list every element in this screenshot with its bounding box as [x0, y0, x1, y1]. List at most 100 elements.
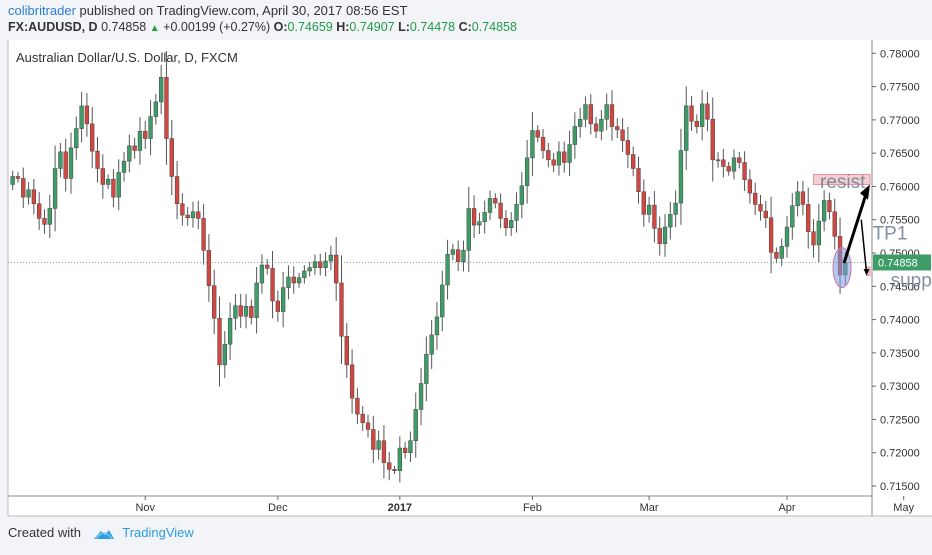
candle-body: [519, 185, 524, 205]
candle-body: [190, 211, 196, 218]
candle-body: [821, 200, 827, 222]
candle-body: [456, 249, 461, 262]
candle-body: [662, 226, 668, 244]
candle-body: [222, 343, 227, 366]
candle-body: [365, 422, 371, 430]
low-label: L:: [398, 20, 410, 34]
candle-body: [800, 191, 806, 205]
candle-body: [74, 128, 79, 149]
candle-body: [169, 138, 174, 177]
candle-body: [37, 203, 42, 219]
candle-body: [678, 150, 684, 204]
candle-body: [461, 250, 466, 262]
price-axis-background: [872, 40, 932, 516]
candle-body: [52, 168, 58, 209]
candle-body: [424, 353, 429, 384]
open-value: 0.74659: [287, 20, 333, 34]
candle-body: [105, 178, 111, 185]
high-value: 0.74907: [349, 20, 395, 34]
candle-body: [349, 364, 355, 399]
candle-body: [180, 203, 185, 216]
candle-body: [127, 145, 132, 162]
time-tick-label: Dec: [268, 502, 288, 514]
candle-body: [227, 318, 233, 345]
author-link[interactable]: colibritrader: [8, 3, 76, 18]
candle-body: [673, 202, 678, 215]
candle-body: [26, 189, 31, 198]
price-change: +0.00199 (+0.27%): [163, 20, 271, 34]
candles-group: [10, 50, 848, 483]
candle-body: [153, 101, 159, 117]
candle-body: [148, 116, 153, 139]
candle-body: [588, 104, 593, 125]
candle-body: [296, 277, 302, 284]
chart-title: Australian Dollar/U.S. Dollar, D, FXCM: [16, 50, 238, 65]
candle-body: [466, 208, 471, 251]
candle-body: [572, 126, 578, 145]
candle-body: [90, 123, 95, 152]
time-tick-label: 2017: [388, 502, 412, 514]
price-tick-label: 0.71500: [880, 481, 920, 493]
candle-body: [291, 276, 296, 284]
candle-body: [249, 306, 254, 318]
candle-body: [307, 267, 312, 272]
candle-body: [615, 126, 620, 131]
candle-body: [185, 214, 190, 218]
price-tick-label: 0.75500: [880, 215, 920, 227]
candle-body: [705, 103, 710, 120]
candle-body: [280, 287, 286, 312]
candle-body: [259, 264, 265, 284]
candle-body: [116, 172, 121, 198]
candle-body: [445, 254, 450, 286]
candle-body: [631, 154, 636, 169]
candle-body: [10, 176, 15, 185]
candle-body: [408, 440, 413, 453]
candle-body: [270, 268, 275, 302]
up-arrow-head: [860, 184, 870, 200]
candle-body: [387, 462, 392, 470]
candle-body: [498, 202, 503, 219]
price-tick-label: 0.76000: [880, 181, 920, 193]
ohlc-line: FX:AUDUSD, D 0.74858 ▲ +0.00199 (+0.27%)…: [8, 20, 517, 34]
candle-body: [609, 104, 615, 127]
candle-body: [731, 157, 737, 172]
time-tick-label: Nov: [135, 502, 155, 514]
footer: Created with TradingView: [8, 525, 194, 540]
candle-body: [58, 151, 63, 169]
last-price: 0.74858: [101, 20, 147, 34]
price-tick-label: 0.72000: [880, 448, 920, 460]
candle-body: [503, 218, 509, 228]
price-tick-label: 0.74000: [880, 315, 920, 327]
price-tick-label: 0.73000: [880, 381, 920, 393]
candle-body: [323, 260, 328, 268]
candle-body: [79, 105, 84, 129]
candle-body: [758, 204, 763, 212]
down-arrow-head: [863, 268, 870, 276]
candle-body: [212, 285, 217, 319]
candle-body: [158, 77, 164, 103]
created-with-text: Created with: [8, 525, 81, 540]
candle-body: [111, 178, 116, 198]
candle-body: [737, 157, 742, 163]
candle-body: [31, 189, 37, 205]
candle-body: [646, 204, 652, 215]
candle-body: [790, 205, 795, 228]
candle-body: [143, 130, 148, 139]
tradingview-link[interactable]: TradingView: [122, 525, 194, 540]
candle-body: [625, 140, 631, 155]
candle-body: [312, 261, 318, 268]
candle-body: [413, 409, 418, 441]
candle-body: [47, 208, 52, 225]
candle-body: [721, 159, 726, 167]
candle-body: [599, 118, 604, 132]
candle-body: [418, 383, 424, 410]
candle-body: [265, 264, 270, 269]
published-text: published on TradingView.com, April 30, …: [79, 3, 408, 18]
candle-body: [774, 252, 779, 259]
candle-body: [42, 218, 47, 225]
candle-body: [286, 276, 291, 288]
candle-body: [339, 282, 344, 337]
candle-body: [164, 77, 169, 139]
